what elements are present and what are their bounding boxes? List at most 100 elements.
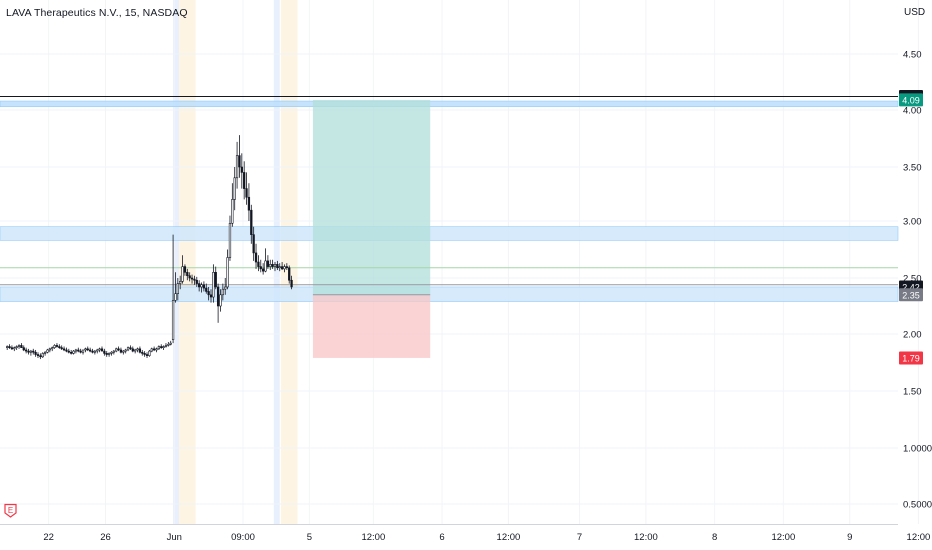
candle xyxy=(169,340,172,346)
candle xyxy=(93,349,97,355)
candle-body xyxy=(288,267,291,281)
candle-body xyxy=(136,348,139,351)
candle xyxy=(176,278,179,301)
candle-body xyxy=(53,345,56,348)
price-label: 1.79 xyxy=(899,351,923,365)
candle xyxy=(13,346,16,352)
candle xyxy=(122,349,125,355)
session-band-premarket xyxy=(273,0,280,524)
x-tick-label: 26 xyxy=(100,532,111,543)
candle xyxy=(235,141,239,189)
candle xyxy=(252,226,255,261)
candle xyxy=(126,346,130,352)
candle-body xyxy=(98,348,101,351)
candle-body xyxy=(198,283,201,288)
candle xyxy=(155,347,158,353)
candle-body xyxy=(13,347,16,350)
candle xyxy=(205,283,208,294)
candle-body xyxy=(115,348,118,352)
x-tick-label: 12:00 xyxy=(497,532,521,543)
candle-body xyxy=(48,348,51,351)
candle-body xyxy=(219,294,222,307)
candle-body xyxy=(58,346,61,348)
position-profit-zone xyxy=(312,99,431,295)
candle-body xyxy=(243,172,246,189)
candle-body xyxy=(271,264,274,267)
candle-body xyxy=(79,350,82,353)
candle-body xyxy=(193,278,196,281)
candle xyxy=(17,344,21,349)
candle-body xyxy=(51,347,54,350)
candle-body xyxy=(119,349,123,353)
candle xyxy=(131,346,134,353)
candle xyxy=(98,347,101,353)
candle-body xyxy=(252,234,255,254)
candle xyxy=(276,260,279,271)
candle xyxy=(79,348,82,354)
price-label-bg xyxy=(899,93,923,107)
candle xyxy=(226,249,229,290)
y-tick-label: 2.00 xyxy=(903,330,922,341)
candle-body xyxy=(183,266,187,273)
x-tick-label: 12:00 xyxy=(907,532,931,543)
x-tick-label: 5 xyxy=(307,532,312,543)
candle-body xyxy=(266,260,270,267)
candle-body xyxy=(105,353,108,355)
candle-body xyxy=(96,349,99,352)
candle xyxy=(259,259,262,273)
candle-body xyxy=(190,277,194,280)
candle xyxy=(202,281,206,292)
candle-body xyxy=(269,264,272,267)
y-tick-label: 4.00 xyxy=(903,106,922,117)
candle xyxy=(193,275,196,285)
candle xyxy=(290,275,293,290)
candle-body xyxy=(224,286,227,290)
candle-body xyxy=(43,351,47,354)
currency-label[interactable]: USD xyxy=(904,7,926,18)
candle-body xyxy=(276,264,279,269)
y-tick-label: 1.0000 xyxy=(903,444,932,455)
candle xyxy=(141,349,144,356)
candle xyxy=(280,262,284,271)
price-label-text: 4.09 xyxy=(902,95,920,105)
candle xyxy=(6,345,9,350)
candle-body xyxy=(62,348,66,351)
candle-body xyxy=(155,348,158,351)
candle xyxy=(148,349,151,357)
earnings-icon[interactable]: E xyxy=(3,503,18,518)
candle-body xyxy=(134,349,137,352)
candle-body xyxy=(221,288,224,296)
candle-body xyxy=(257,261,260,267)
x-tick-label: 09:00 xyxy=(231,532,255,543)
candle xyxy=(179,275,182,290)
candle-body xyxy=(176,283,179,294)
candle xyxy=(186,268,189,281)
candle xyxy=(100,346,104,352)
candle-body xyxy=(245,188,248,198)
candle xyxy=(67,348,70,354)
candle-body xyxy=(167,343,170,346)
candle xyxy=(162,345,165,350)
candle xyxy=(115,347,118,353)
candle-body xyxy=(195,279,198,284)
candle xyxy=(89,347,92,353)
candle-body xyxy=(200,284,203,288)
candle-body xyxy=(70,351,73,354)
candle xyxy=(254,243,258,269)
candle xyxy=(124,348,127,354)
candle xyxy=(224,278,227,295)
candle xyxy=(219,289,222,312)
candle xyxy=(264,248,267,273)
candle-body xyxy=(238,155,241,168)
candle-body xyxy=(143,353,146,355)
candle xyxy=(105,351,108,357)
candle xyxy=(65,347,68,353)
candle-body xyxy=(214,271,217,288)
y-tick-label: 4.50 xyxy=(903,50,922,61)
candle-body xyxy=(29,350,33,353)
candle-body xyxy=(34,351,37,355)
candle-body xyxy=(212,271,215,298)
candle-body xyxy=(55,345,59,347)
